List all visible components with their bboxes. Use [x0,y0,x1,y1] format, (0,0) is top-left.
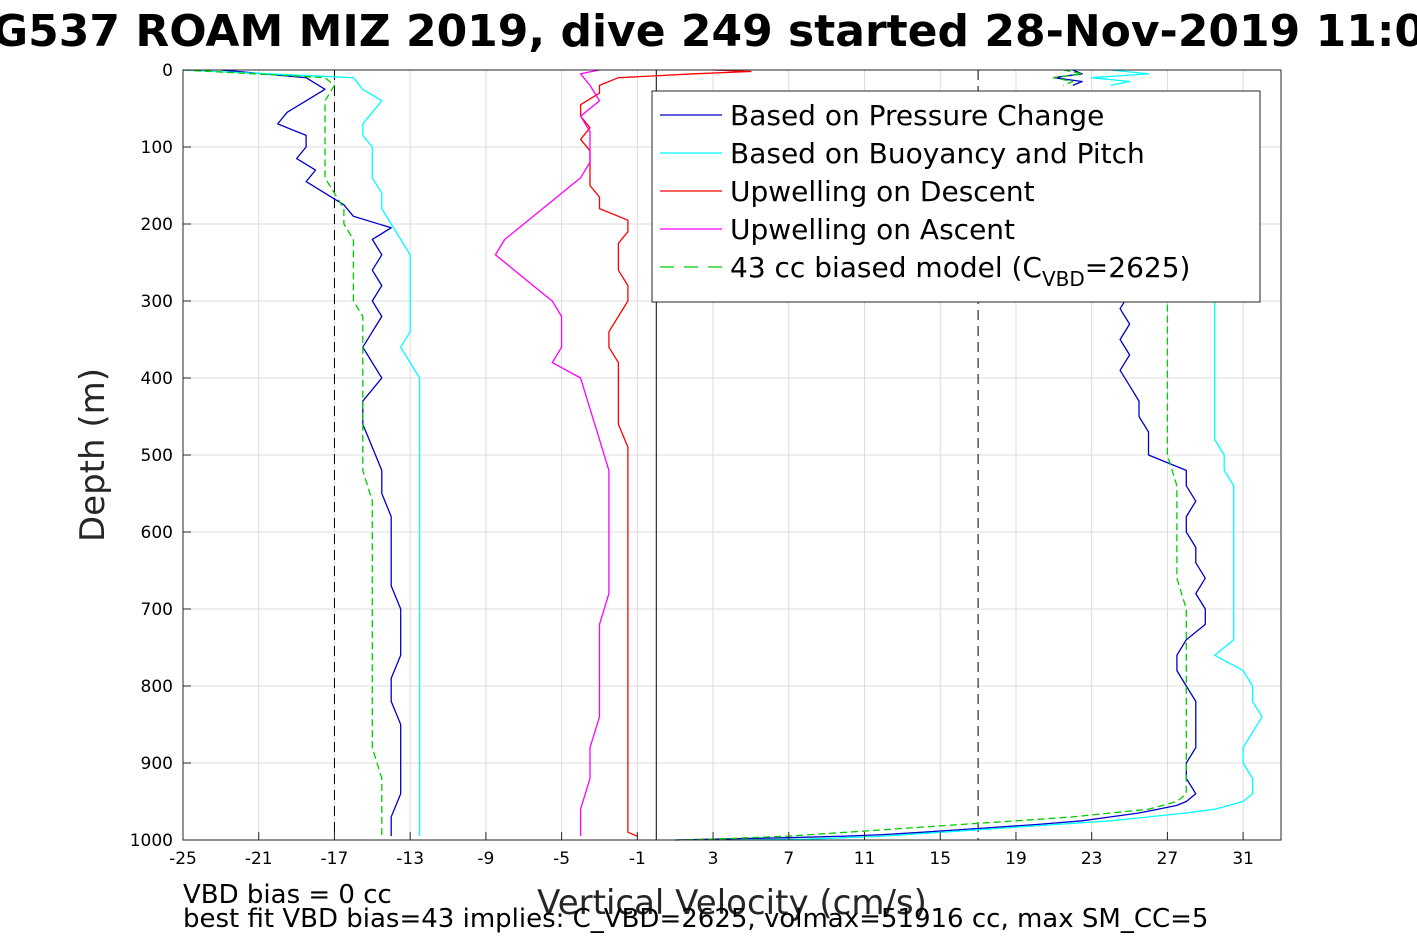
legend-label: Based on Buoyancy and Pitch [730,137,1145,170]
x-tick-label: 19 [1005,849,1027,869]
series-3 [494,69,610,837]
x-tick-label: 31 [1232,849,1254,869]
x-tick-label: 15 [929,849,951,869]
y-tick-label: 400 [141,369,173,389]
best-fit-note: best fit VBD bias=43 implies: C_VBD=2625… [183,904,1208,934]
series-line [731,301,1263,841]
chart-legend: Based on Pressure Change Based on Buoyanc… [651,90,1261,303]
y-tick-label: 700 [141,600,173,620]
data-series [182,69,1263,841]
legend-box [651,90,1261,303]
x-tick-label: 23 [1081,849,1103,869]
x-axis-label: Vertical Velocity (cm/s) [537,883,927,923]
y-tick-label: 800 [141,677,173,697]
axis-ticks: -25 -21 -17 -13 -9 -5 -1 3 7 11 15 19 23 27 3101002003… [130,61,1254,869]
series-line [1091,69,1150,87]
x-tick-label: -21 [245,849,273,869]
legend-label: Upwelling on Descent [730,175,1035,208]
y-tick-label: 600 [141,523,173,543]
series-line [182,69,421,837]
series-line [494,69,610,837]
y-tick-label: 200 [141,215,173,235]
x-tick-label: 7 [783,849,794,869]
x-tick-label: -17 [321,849,349,869]
x-tick-label: 27 [1157,849,1179,869]
x-tick-label: -1 [629,849,646,869]
chart-title: SG537 ROAM MIZ 2019, dive 249 started 28… [0,6,1417,57]
series-1 [182,69,1263,841]
legend-label: Based on Pressure Change [730,99,1104,132]
y-tick-label: 0 [162,61,173,81]
legend-items: Based on Pressure Change Based on Buoyanc… [660,99,1190,291]
x-tick-label: -13 [396,849,424,869]
series-line [675,292,1206,841]
series-line [579,69,752,837]
y-tick-label: 300 [141,292,173,312]
x-tick-label: -25 [169,849,197,869]
x-tick-label: 3 [708,849,719,869]
y-tick-label: 900 [141,754,173,774]
legend-label: 43 cc biased model (CVBD=2625) [730,251,1190,291]
series-line [1053,69,1083,87]
legend-label: Upwelling on Ascent [730,213,1015,246]
x-tick-label: -9 [477,849,494,869]
y-tick-label: 500 [141,446,173,466]
series-2 [579,69,752,837]
y-tick-label: 100 [141,138,173,158]
series-line [182,69,383,837]
series-4 [182,69,1187,841]
y-axis-label: Depth (m) [73,368,113,542]
x-tick-label: -5 [553,849,570,869]
y-tick-label: 1000 [130,831,173,851]
x-tick-label: 11 [854,849,876,869]
vbd-bias-note: VBD bias = 0 cc [183,880,392,910]
series-line [675,301,1187,841]
